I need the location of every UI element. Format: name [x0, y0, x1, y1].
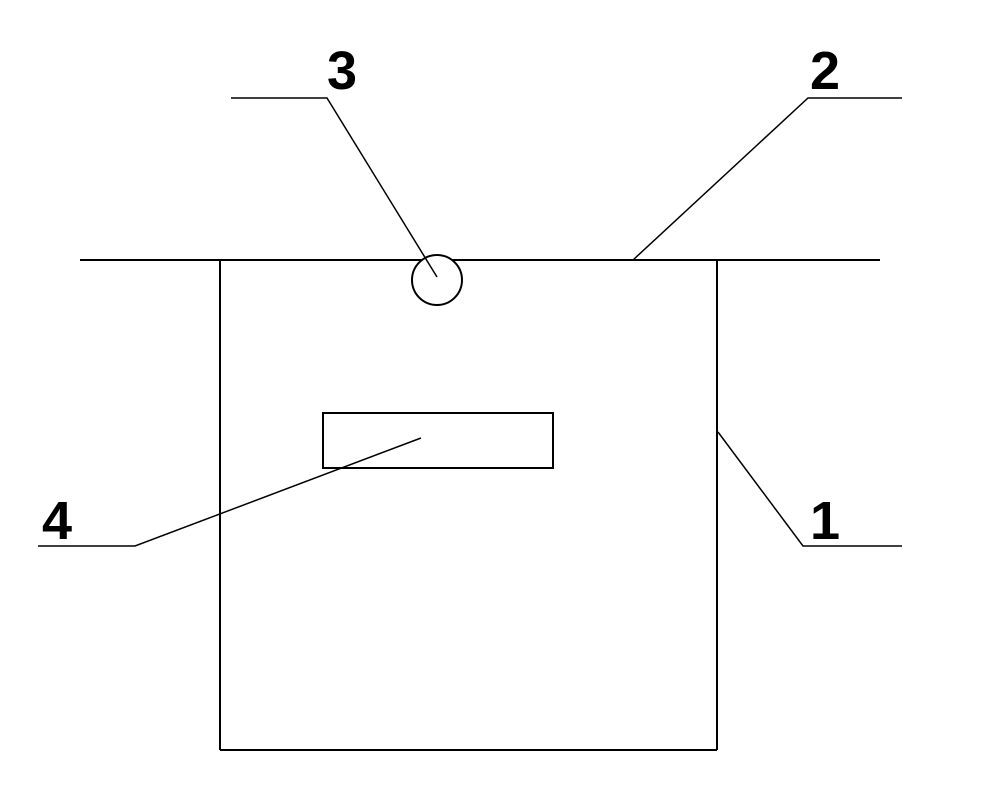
label-1: 1	[810, 490, 840, 552]
label-2: 2	[810, 40, 840, 102]
leader-line-3	[231, 98, 437, 277]
leader-line-2	[633, 98, 902, 260]
leader-line-4	[38, 438, 421, 546]
label-4: 4	[42, 490, 72, 552]
inner-rect	[323, 413, 553, 468]
diagram-svg	[0, 0, 1000, 793]
small-circle	[412, 255, 462, 305]
label-3: 3	[327, 40, 357, 102]
